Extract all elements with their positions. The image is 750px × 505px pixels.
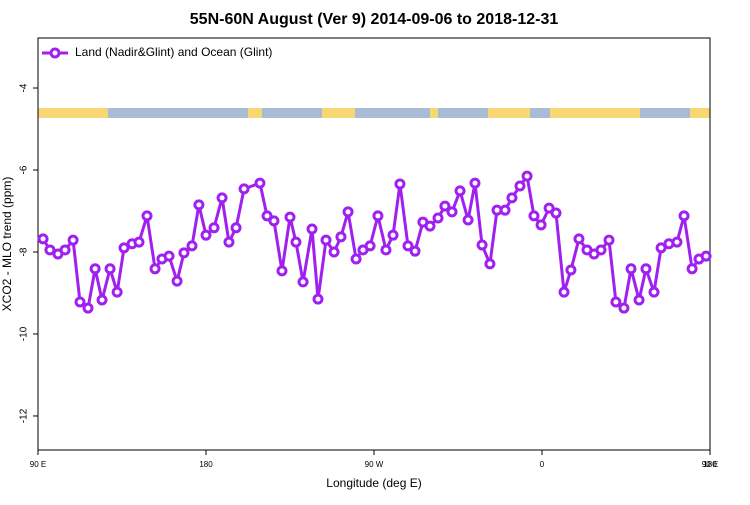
point	[342, 206, 354, 218]
point	[380, 244, 392, 256]
point	[535, 219, 547, 231]
point	[700, 250, 712, 262]
point	[111, 286, 123, 298]
point	[394, 178, 406, 190]
point	[254, 177, 266, 189]
point	[350, 253, 362, 265]
point	[678, 210, 690, 222]
x-axis-label: Longitude (deg E)	[326, 476, 421, 490]
y-tick-label: -6	[19, 165, 30, 174]
point	[387, 229, 399, 241]
point	[149, 263, 161, 275]
point	[595, 244, 607, 256]
point	[558, 286, 570, 298]
legend-label: Land (Nadir&Glint) and Ocean (Glint)	[75, 45, 272, 59]
point	[104, 263, 116, 275]
point	[550, 207, 562, 219]
point	[312, 293, 324, 305]
point	[432, 212, 444, 224]
point	[671, 236, 683, 248]
point	[610, 296, 622, 308]
point	[320, 234, 332, 246]
point	[290, 236, 302, 248]
chart-title: 55N-60N August (Ver 9) 2014-09-06 to 201…	[190, 11, 559, 28]
legend-marker	[49, 47, 61, 59]
point	[261, 210, 273, 222]
point	[37, 233, 49, 245]
point	[686, 263, 698, 275]
point	[335, 231, 347, 243]
point	[640, 263, 652, 275]
point	[364, 240, 376, 252]
x-tick-label: 180	[703, 460, 717, 469]
y-tick-label: -12	[19, 408, 30, 423]
land-ocean-strip	[38, 108, 710, 118]
point	[200, 229, 212, 241]
y-tick-label: -10	[19, 326, 30, 341]
point	[59, 244, 71, 256]
y-axis-label: XCO2 - MLO trend (ppm)	[0, 177, 14, 312]
x-tick-label: 0	[540, 460, 545, 469]
point	[96, 294, 108, 306]
point	[118, 242, 130, 254]
point	[284, 211, 296, 223]
point	[618, 302, 630, 314]
point	[476, 239, 488, 251]
y-tick-label: -8	[19, 247, 30, 256]
point	[89, 263, 101, 275]
point	[193, 199, 205, 211]
point	[506, 192, 518, 204]
y-tick-label: -4	[19, 83, 30, 92]
point	[133, 236, 145, 248]
point	[171, 275, 183, 287]
point	[409, 245, 421, 257]
point	[655, 242, 667, 254]
point	[484, 258, 496, 270]
point	[528, 210, 540, 222]
point	[514, 180, 526, 192]
point	[67, 234, 79, 246]
point	[230, 222, 242, 234]
point	[238, 183, 250, 195]
point	[439, 200, 451, 212]
point	[74, 296, 86, 308]
point	[82, 302, 94, 314]
point	[216, 192, 228, 204]
x-tick-label: 90 W	[365, 460, 384, 469]
point	[543, 202, 555, 214]
point	[648, 286, 660, 298]
point	[454, 185, 466, 197]
point	[446, 206, 458, 218]
point	[223, 236, 235, 248]
point	[268, 215, 280, 227]
point	[633, 294, 645, 306]
x-tick-label: 180	[199, 460, 213, 469]
legend: Land (Nadir&Glint) and Ocean (Glint)	[42, 45, 272, 59]
point	[424, 220, 436, 232]
point	[625, 263, 637, 275]
point	[276, 265, 288, 277]
point	[186, 240, 198, 252]
point	[462, 214, 474, 226]
point	[521, 170, 533, 182]
point	[603, 234, 615, 246]
point	[469, 177, 481, 189]
point	[208, 222, 220, 234]
point	[372, 210, 384, 222]
x-tick-label: 90 E	[30, 460, 46, 469]
point	[44, 244, 56, 256]
point	[297, 276, 309, 288]
point	[499, 204, 511, 216]
point	[573, 233, 585, 245]
point	[178, 247, 190, 259]
point	[565, 264, 577, 276]
point	[306, 223, 318, 235]
point	[163, 250, 175, 262]
point	[402, 240, 414, 252]
point	[328, 246, 340, 258]
point	[141, 210, 153, 222]
x-tick-label: 90 E	[702, 460, 718, 469]
